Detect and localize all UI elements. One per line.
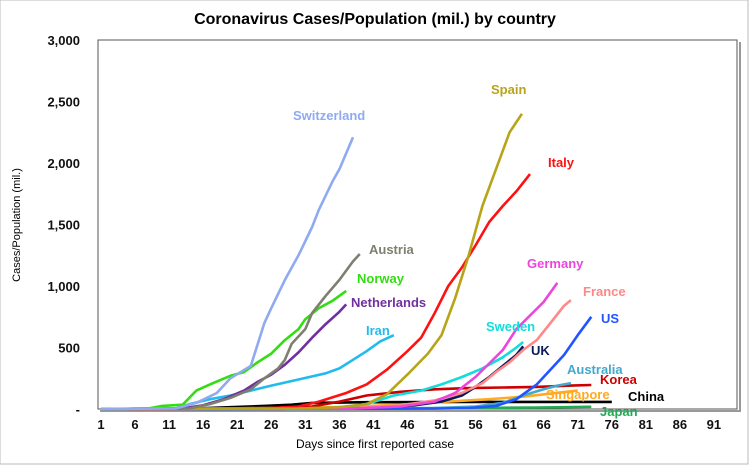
series-label-australia: Australia: [567, 362, 623, 377]
series-line-spain: [100, 113, 523, 411]
series-label-germany: Germany: [527, 256, 584, 271]
series-label-uk: UK: [531, 343, 550, 358]
series-label-france: France: [583, 284, 626, 299]
plot-area: [97, 39, 738, 410]
y-axis-label: Cases/Population (mil.): [11, 168, 23, 282]
y-tick-label: 1,000: [47, 279, 80, 294]
x-tick-label: 6: [131, 417, 138, 432]
x-tick-label: 81: [639, 417, 653, 432]
series-line-austria: [100, 253, 361, 411]
series-label-switzerland: Switzerland: [293, 108, 365, 123]
series-lines: [100, 113, 612, 411]
series-label-iran: Iran: [366, 323, 390, 338]
series-label-italy: Italy: [548, 155, 575, 170]
x-tick-label: 86: [673, 417, 687, 432]
series-label-japan: Japan: [600, 404, 638, 419]
y-tick-label: 500: [58, 341, 80, 356]
y-tick-label: 2,500: [47, 95, 80, 110]
x-tick-label: 46: [400, 417, 414, 432]
x-tick-label: 21: [230, 417, 244, 432]
series-label-sweden: Sweden: [486, 319, 535, 334]
series-label-china: China: [628, 389, 665, 404]
series-label-singapore: Singapore: [546, 387, 610, 402]
series-label-norway: Norway: [357, 271, 405, 286]
y-tick-label: -: [76, 402, 80, 417]
x-tick-label: 61: [502, 417, 516, 432]
x-axis-label: Days since first reported case: [296, 437, 454, 451]
x-tick-label: 36: [332, 417, 346, 432]
x-tick-label: 66: [536, 417, 550, 432]
series-line-germany: [100, 282, 559, 411]
series-line-us: [100, 316, 593, 411]
x-tick-label: 26: [264, 417, 278, 432]
x-tick-label: 16: [196, 417, 210, 432]
x-tick-label: 56: [468, 417, 482, 432]
y-tick-label: 2,000: [47, 156, 80, 171]
series-line-italy: [100, 173, 532, 411]
series-label-netherlands: Netherlands: [351, 295, 426, 310]
y-tick-label: 3,000: [47, 33, 80, 48]
series-label-spain: Spain: [491, 82, 526, 97]
x-tick-label: 76: [605, 417, 619, 432]
series-label-korea: Korea: [600, 372, 638, 387]
x-tick-label: 31: [298, 417, 312, 432]
series-line-switzerland: [100, 136, 355, 411]
series-label-us: US: [601, 311, 619, 326]
x-axis: 1 6 11 16 21 26 31 36 41 46 51 56 61 66 71 76 81 86 91: [97, 417, 721, 432]
y-tick-label: 1,500: [47, 218, 80, 233]
series-label-austria: Austria: [369, 242, 415, 257]
x-tick-label: 51: [434, 417, 448, 432]
x-tick-label: 71: [570, 417, 584, 432]
chart-title: Coronavirus Cases/Population (mil.) by c…: [194, 11, 556, 28]
series-labels: Switzerland Austria Norway Netherlands Iran S…: [293, 82, 665, 419]
x-tick-label: 91: [707, 417, 721, 432]
y-axis: - 500 1,000 1,500 2,000 2,500 3,000: [47, 33, 80, 417]
x-tick-label: 11: [162, 417, 176, 432]
x-tick-label: 41: [366, 417, 380, 432]
x-tick-label: 1: [97, 417, 104, 432]
